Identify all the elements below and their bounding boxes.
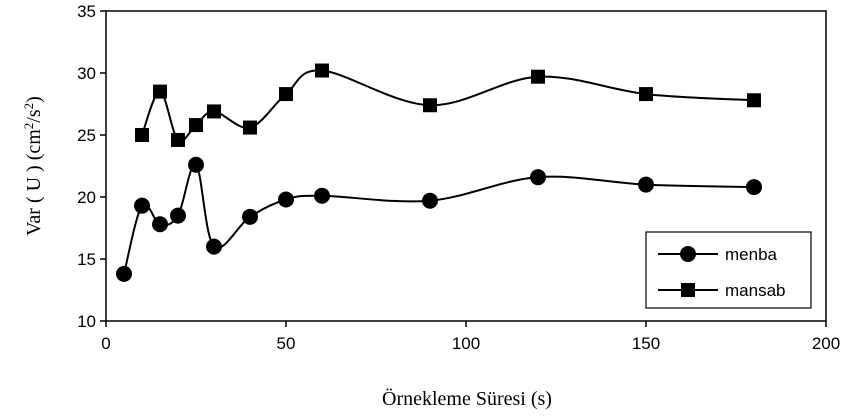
data-point-mansab — [279, 87, 293, 102]
x-tick-label: 150 — [632, 334, 660, 353]
legend-marker — [680, 246, 696, 262]
data-point-menba — [116, 265, 132, 282]
data-point-menba — [530, 169, 546, 186]
y-tick-label: 20 — [77, 188, 96, 207]
data-point-mansab — [171, 132, 185, 147]
data-point-menba — [278, 191, 294, 208]
series-line-mansab — [141, 69, 755, 143]
data-point-menba — [746, 179, 762, 196]
data-point-mansab — [189, 118, 203, 133]
y-axis-title-prefix: Var ( U ) (cm — [23, 129, 45, 236]
data-point-menba — [242, 208, 258, 225]
legend-label: menba — [725, 245, 778, 264]
legend-box — [645, 231, 812, 309]
y-axis-title: Var ( U ) (cm2/s2) — [21, 96, 45, 236]
legend: menba mansab — [645, 231, 812, 309]
x-tick-label: 200 — [812, 334, 840, 353]
data-point-menba — [638, 176, 654, 193]
x-tick-label: 100 — [452, 334, 480, 353]
y-tick-label: 25 — [77, 126, 96, 145]
x-tick-label: 0 — [101, 334, 110, 353]
data-point-menba — [422, 192, 438, 209]
data-point-menba — [170, 207, 186, 224]
series-layer — [116, 63, 762, 282]
y-tick-label: 15 — [77, 250, 96, 269]
legend-item-mansab: mansab — [658, 281, 785, 300]
y-axis-title-mid: /s — [23, 109, 45, 123]
data-point-mansab — [135, 128, 149, 142]
data-point-mansab — [639, 87, 653, 102]
data-point-mansab — [423, 98, 437, 113]
data-point-menba — [134, 197, 150, 214]
data-point-menba — [206, 238, 222, 255]
y-axis-title-sup2: 2 — [21, 103, 36, 110]
y-tick-label: 35 — [77, 2, 96, 21]
data-point-menba — [188, 156, 204, 173]
data-point-mansab — [207, 104, 221, 119]
data-point-menba — [314, 187, 330, 204]
data-point-menba — [152, 216, 168, 233]
y-tick-label: 30 — [77, 64, 96, 83]
x-tick-label: 50 — [277, 334, 296, 353]
data-point-mansab — [315, 63, 329, 78]
x-axis-title: Örnekleme Süresi (s) — [382, 387, 552, 410]
y-axis-title-suffix: ) — [23, 96, 45, 103]
legend-label: mansab — [725, 281, 785, 300]
data-point-mansab — [153, 84, 167, 99]
axes: 10 15 20 25 30 35 0 50 100 150 200 — [77, 2, 840, 353]
data-point-mansab — [747, 93, 761, 108]
legend-marker — [681, 283, 695, 297]
series-mansab — [135, 63, 761, 147]
y-axis-title-sup1: 2 — [21, 123, 36, 130]
legend-item-menba: menba — [658, 245, 778, 264]
y-tick-label: 10 — [77, 312, 96, 331]
series-menba — [116, 156, 762, 282]
data-point-mansab — [531, 69, 545, 84]
data-point-mansab — [243, 120, 257, 135]
